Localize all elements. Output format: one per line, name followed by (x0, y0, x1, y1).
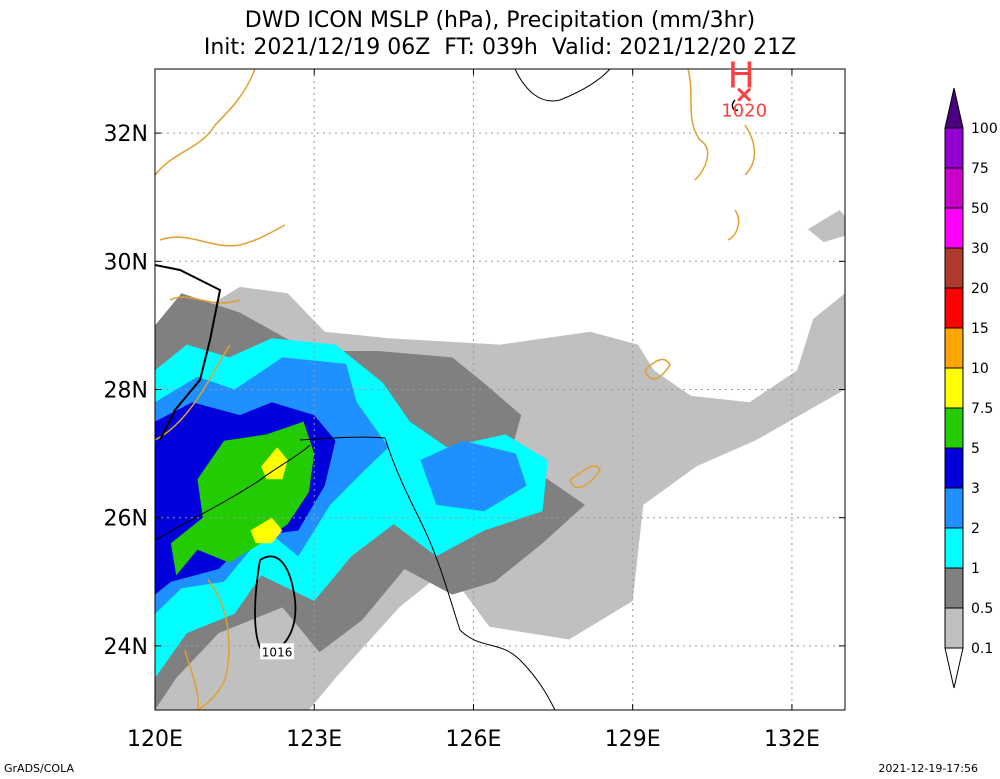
chart-subtitle: Init: 2021/12/19 06Z FT: 039h Valid: 202… (203, 35, 797, 60)
precip-region-7.5-10 (250, 517, 283, 544)
colorbar-segment (944, 567, 964, 609)
x-tick-label: 123E (286, 727, 342, 752)
coastline-ryukyu (569, 358, 671, 489)
high-pressure-value: 1020 (721, 101, 767, 122)
colorbar-level-label: 0.1 (971, 641, 993, 657)
colorbar-level-label: 7.5 (971, 401, 993, 417)
colorbar-segment (944, 367, 964, 409)
y-tick-label: 30N (104, 250, 148, 275)
colorbar-level-label: 1 (971, 561, 980, 577)
colorbar-segment (944, 407, 964, 449)
colorbar-segment (944, 607, 964, 649)
y-tick-label: 32N (104, 122, 148, 147)
colorbar-level-label: 100 (971, 121, 998, 137)
colorbar-segment (944, 487, 964, 529)
x-tick-label: 126E (446, 727, 502, 752)
precip-region-0.1-0.5 (807, 210, 845, 243)
colorbar-segment (944, 207, 964, 249)
contour-line-low (299, 436, 556, 710)
border-line-north (514, 69, 611, 102)
precip-region-7.5-10 (261, 447, 288, 480)
colorbar-segment (944, 127, 964, 169)
coastline-kyushu (687, 69, 756, 241)
coastline-east-china (159, 224, 286, 304)
colorbar-level-label: 0.5 (971, 601, 993, 617)
y-tick-label: 24N (104, 635, 148, 660)
y-tick-label: 28N (104, 379, 148, 404)
isobar-1016 (254, 555, 297, 656)
y-tick-label: 26N (104, 507, 148, 532)
chart-title: DWD ICON MSLP (hPa), Precipitation (mm/3… (244, 8, 756, 33)
colorbar-segment (944, 647, 964, 689)
contour-line-mid (155, 444, 311, 541)
colorbar-level-label: 15 (971, 321, 989, 337)
precipitation-layer (155, 210, 845, 710)
colorbar-segment (944, 447, 964, 489)
colorbar-level-label: 5 (971, 441, 980, 457)
footer-credit: GrADS/COLA (4, 762, 74, 775)
colorbar-level-label: 3 (971, 481, 980, 497)
colorbar-level-label: 10 (971, 361, 989, 377)
precip-region-2-3 (420, 440, 527, 512)
coastline-china (155, 69, 256, 176)
isobar-1012 (155, 264, 222, 441)
isobar-label: 1016 (262, 645, 293, 659)
x-tick-label: 132E (764, 727, 820, 752)
coastlines (155, 69, 756, 710)
center-mark-icon (737, 87, 752, 102)
isobar-label-bg (260, 643, 295, 660)
isobar-1020-contour (731, 99, 739, 112)
footer-timestamp: 2021-12-19-17:56 (878, 762, 978, 775)
colorbar-segment (944, 247, 964, 289)
colorbar-level-label: 20 (971, 281, 989, 297)
colorbar-segment (944, 87, 964, 129)
x-tick-label: 129E (605, 727, 661, 752)
colorbar-level-label: 2 (971, 521, 980, 537)
colorbar-level-label: 30 (971, 241, 989, 257)
colorbar-segment (944, 527, 964, 569)
coastline-fujian (155, 344, 231, 441)
colorbar-segment (944, 287, 964, 329)
colorbar-level-label: 75 (971, 161, 989, 177)
colorbar-level-label: 50 (971, 201, 989, 217)
colorbar-segment (944, 167, 964, 209)
axis-ticks: 120E 123E 126E 129E 132E 24N 26N 28N 30N 32N (104, 69, 845, 752)
colorbar: 0.1 0.5 1 2 3 5 7.5 10 15 20 30 50 75 100 (944, 87, 998, 689)
colorbar-segment (944, 327, 964, 369)
coastline-taiwan (184, 579, 230, 710)
x-tick-label: 120E (127, 727, 183, 752)
